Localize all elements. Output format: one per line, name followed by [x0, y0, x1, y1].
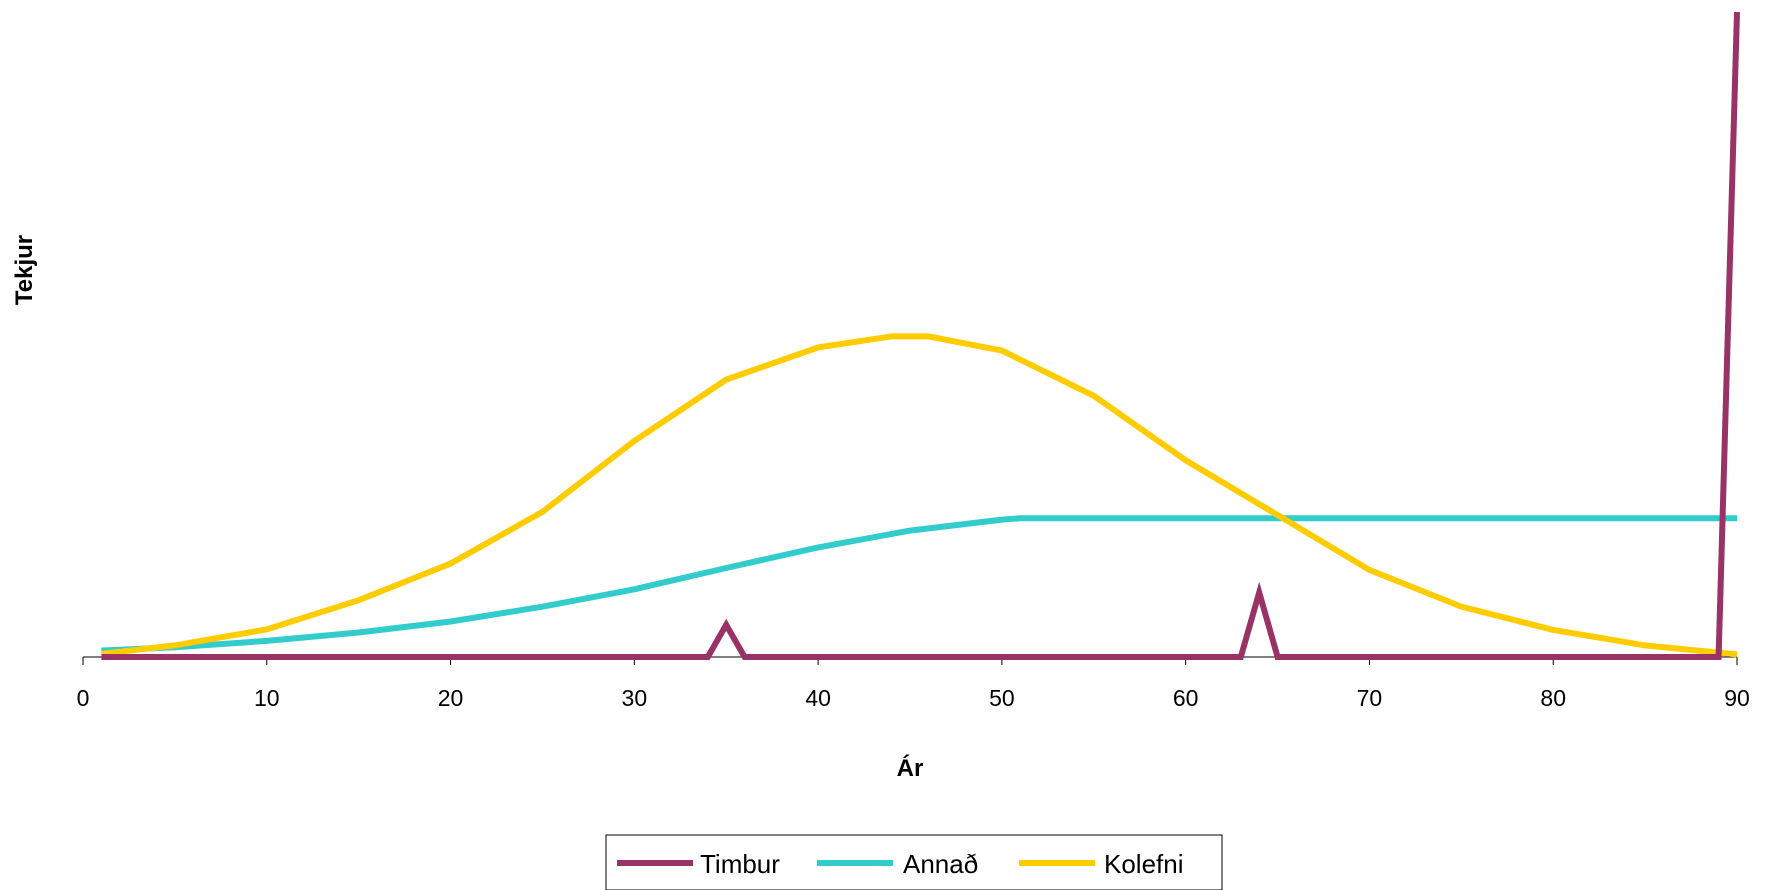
x-axis-title: Ár: [897, 754, 924, 782]
x-tick-label: 30: [622, 685, 648, 711]
x-tick-label: 70: [1357, 685, 1383, 711]
x-tick-label: 80: [1540, 685, 1566, 711]
legend-box: [605, 834, 1223, 890]
legend-label-kolefni: Kolefni: [1104, 849, 1184, 879]
x-tick-label: 60: [1173, 685, 1199, 711]
series-line-timbur: [101, 11, 1740, 660]
x-tick-label: 20: [438, 685, 464, 711]
x-tick-label: 40: [805, 685, 831, 711]
x-tick-label: 10: [254, 685, 280, 711]
x-tick-label: 90: [1724, 685, 1750, 711]
legend: Timbur Annað Kolefni: [605, 834, 1223, 890]
x-tick-label: 0: [77, 685, 90, 711]
x-tick-label: 50: [989, 685, 1015, 711]
legend-label-annað: Annað: [903, 849, 978, 879]
series-line-kolefni: [101, 333, 1738, 658]
legend-label-timbur: Timbur: [700, 849, 780, 879]
axes: 0 10 20 30 40 50 60 70 80 90: [77, 656, 1750, 711]
series-layer: [101, 11, 1740, 660]
series-line-annað: [101, 515, 1737, 654]
y-axis-title: Tekjur: [11, 235, 38, 305]
